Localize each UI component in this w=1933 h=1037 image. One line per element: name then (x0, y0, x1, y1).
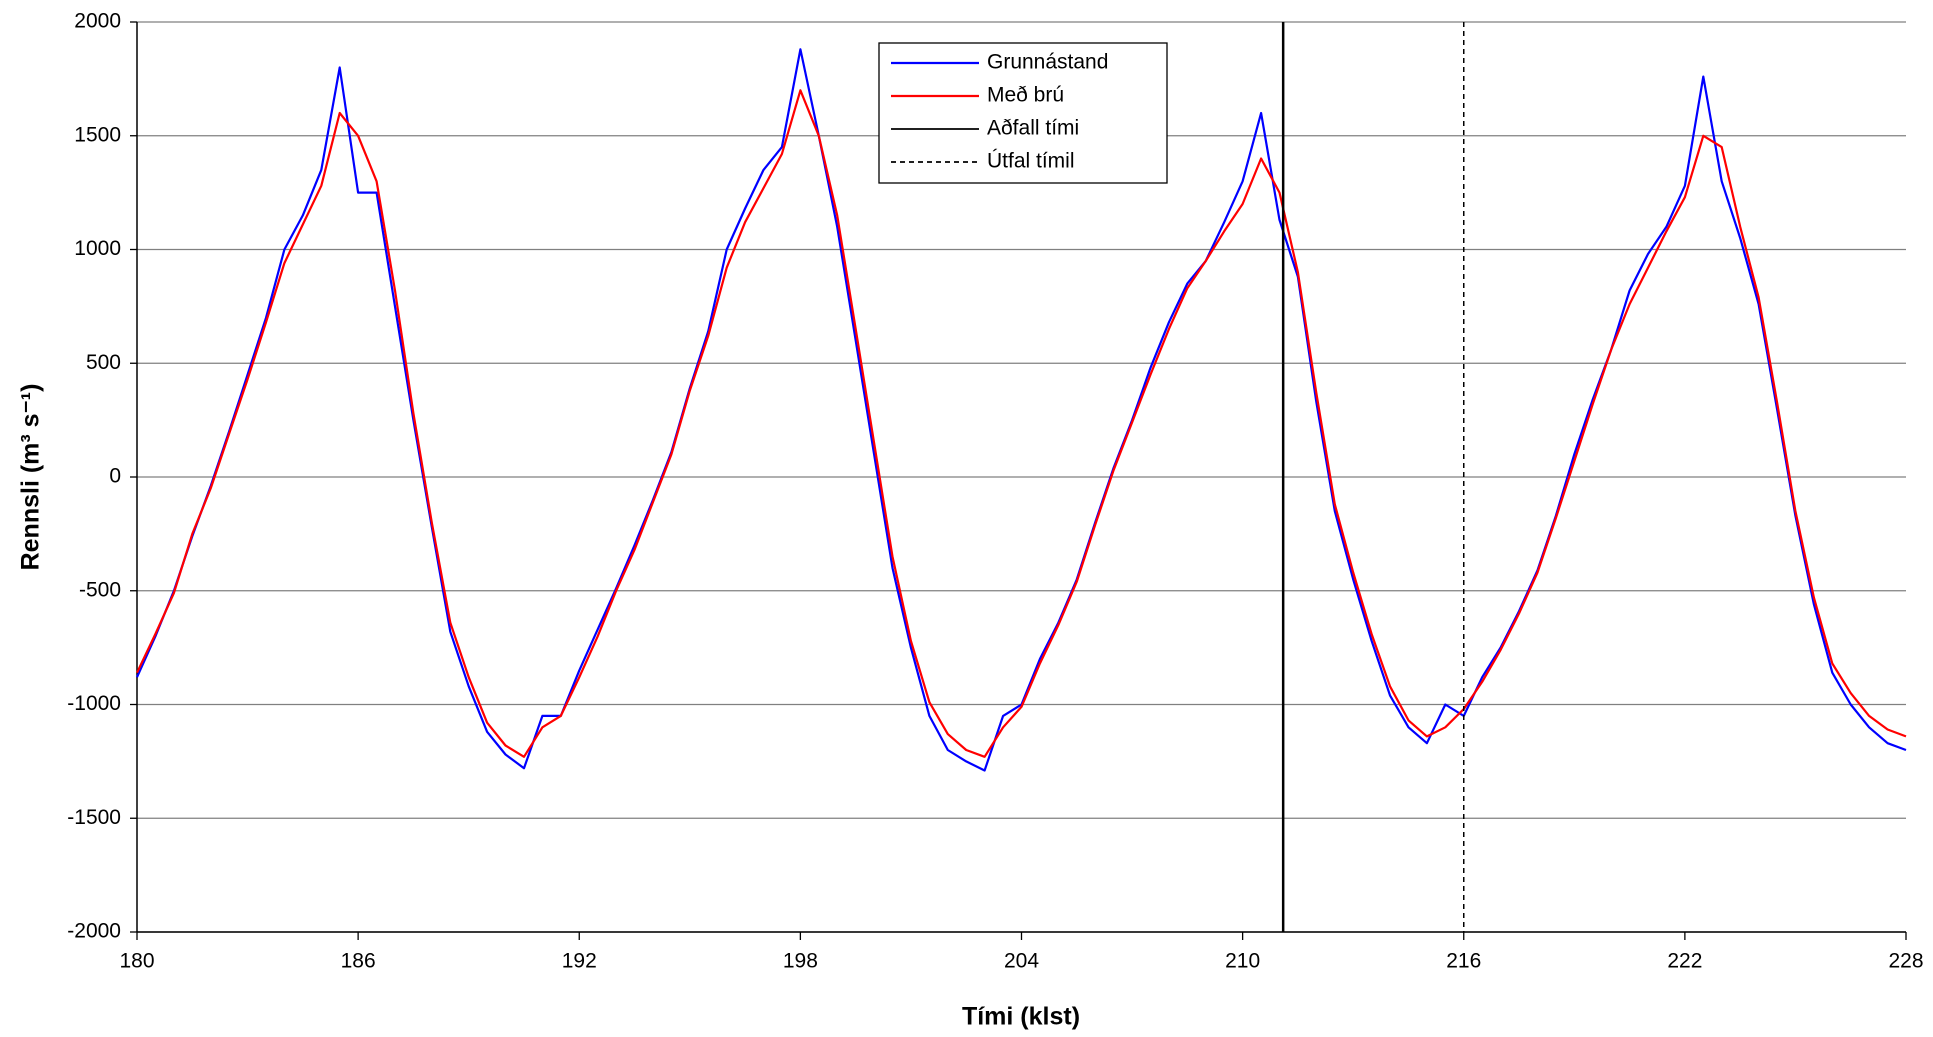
legend-label: Aðfall tími (987, 117, 1079, 140)
x-tick-label: 204 (1004, 950, 1039, 973)
y-tick-label: 500 (86, 351, 121, 374)
y-tick-label: -2000 (67, 920, 121, 943)
y-tick-label: 2000 (74, 10, 121, 33)
legend-label: Grunnástand (987, 51, 1108, 74)
x-tick-label: 210 (1225, 950, 1260, 973)
legend-box (878, 42, 1168, 184)
y-tick-label: -1500 (67, 806, 121, 829)
y-tick-label: -1000 (67, 692, 121, 715)
x-tick-label: 222 (1667, 950, 1702, 973)
x-tick-label: 186 (341, 950, 376, 973)
y-tick-label: 0 (109, 465, 121, 488)
x-tick-label: 180 (119, 950, 154, 973)
x-axis-title: Tími (klst) (962, 1003, 1080, 1031)
y-tick-label: 1500 (74, 123, 121, 146)
x-tick-label: 216 (1446, 950, 1481, 973)
y-axis-title: Rennsli (m³ s⁻¹) (17, 384, 45, 571)
y-tick-label: 1000 (74, 237, 121, 260)
x-tick-label: 198 (783, 950, 818, 973)
data-line (136, 89, 1907, 758)
x-tick-label: 228 (1888, 950, 1923, 973)
legend-label: Útfal tímil (987, 150, 1075, 173)
legend-label: Með brú (987, 84, 1064, 107)
x-tick-label: 192 (562, 950, 597, 973)
y-tick-label: -500 (79, 578, 121, 601)
